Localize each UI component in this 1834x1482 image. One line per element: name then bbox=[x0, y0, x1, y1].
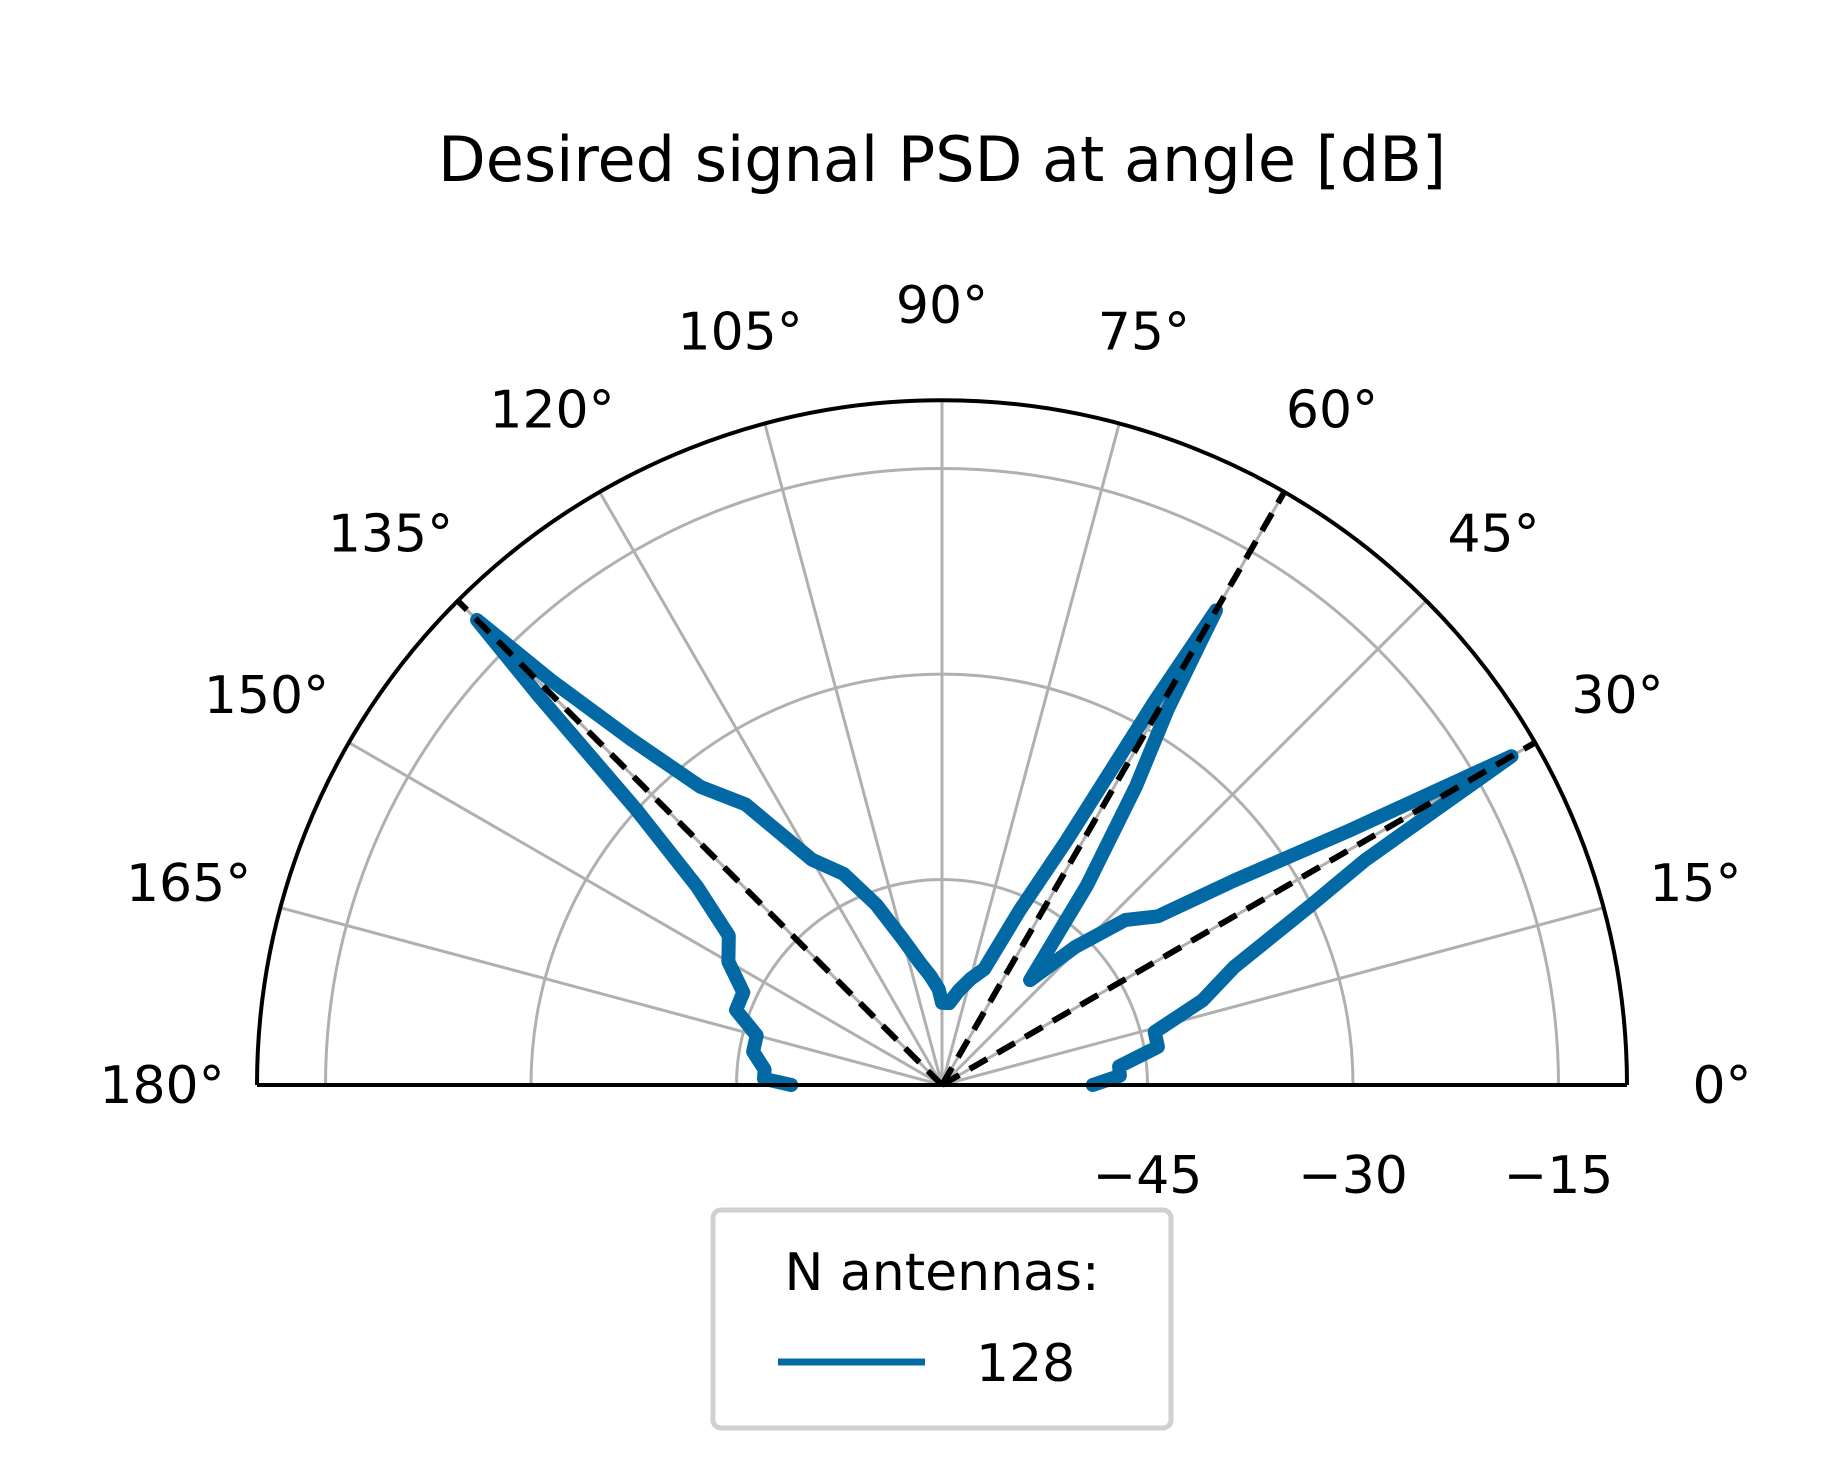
theta-gridline-15 bbox=[941, 906, 1605, 1087]
theta-tick-label-90: 90° bbox=[896, 276, 988, 336]
legend-title: N antennas: bbox=[784, 1243, 1099, 1303]
theta-tick-label-165: 165° bbox=[126, 854, 251, 914]
theta-tick-label-0: 0° bbox=[1692, 1056, 1751, 1116]
theta-gridline-105 bbox=[763, 422, 944, 1086]
reference-line-135 bbox=[455, 598, 945, 1088]
r-tick-label-2: −15 bbox=[1504, 1146, 1614, 1206]
theta-tick-label-135: 135° bbox=[328, 504, 453, 564]
r-gridline-2 bbox=[324, 467, 1560, 1086]
r-tick-label-0: −45 bbox=[1093, 1146, 1203, 1206]
r-gridline-1 bbox=[529, 672, 1355, 1086]
theta-tick-label-150: 150° bbox=[204, 666, 329, 726]
reference-line-60 bbox=[939, 490, 1288, 1087]
outer-arc bbox=[255, 398, 1629, 1086]
chart-title: Desired signal PSD at angle [dB] bbox=[438, 123, 1446, 196]
theta-gridline-165 bbox=[279, 906, 943, 1087]
series-line-128 bbox=[470, 603, 1519, 1092]
legend: N antennas: 128 bbox=[710, 1207, 1174, 1431]
theta-tick-label-15: 15° bbox=[1649, 854, 1741, 914]
theta-tick-label-60: 60° bbox=[1286, 381, 1378, 441]
legend-label-128: 128 bbox=[976, 1334, 1075, 1394]
theta-tick-label-180: 180° bbox=[99, 1056, 224, 1116]
reference-line-30 bbox=[940, 739, 1537, 1088]
theta-tick-label-45: 45° bbox=[1447, 504, 1539, 564]
theta-tick-label-75: 75° bbox=[1098, 303, 1190, 363]
theta-gridline-120 bbox=[598, 491, 944, 1086]
polar-grid bbox=[279, 400, 1605, 1087]
r-tick-label-1: −30 bbox=[1298, 1146, 1408, 1206]
r-gridline-0 bbox=[735, 878, 1149, 1086]
series-layer bbox=[470, 603, 1519, 1092]
theta-gridline-150 bbox=[348, 741, 943, 1087]
theta-tick-label-105: 105° bbox=[677, 303, 802, 363]
theta-tick-label-120: 120° bbox=[489, 381, 614, 441]
legend-box bbox=[710, 1207, 1174, 1431]
theta-tick-label-30: 30° bbox=[1571, 666, 1663, 726]
tick-labels: 0° 15° 30° 45° 60° 75° 90° 105° 120° 135° 150° 165°… bbox=[99, 276, 1751, 1206]
polar-frame bbox=[255, 398, 1629, 1087]
theta-gridline-45 bbox=[940, 599, 1428, 1087]
reference-lines bbox=[455, 490, 1537, 1088]
